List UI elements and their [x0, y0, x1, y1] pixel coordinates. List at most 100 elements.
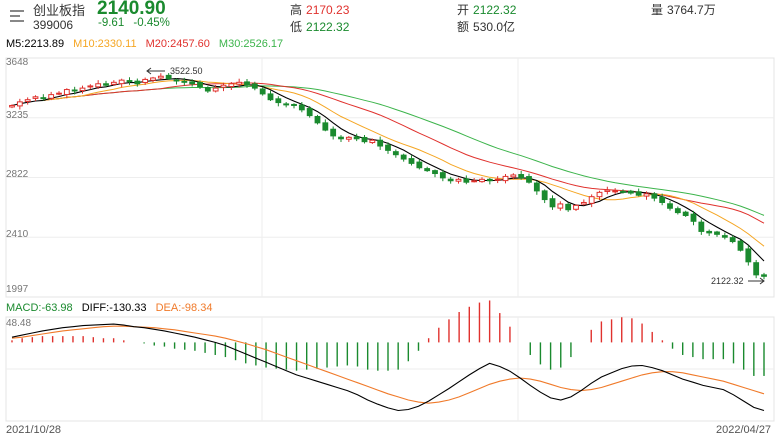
- candle: [173, 79, 180, 82]
- candle: [16, 101, 23, 107]
- candle: [479, 178, 485, 183]
- candle: [659, 196, 666, 203]
- candle: [338, 136, 344, 140]
- candle: [596, 191, 603, 198]
- candle: [620, 190, 626, 193]
- candle: [330, 128, 337, 137]
- macd-label: MACD:-63.98: [6, 302, 73, 314]
- menu-icon[interactable]: [9, 8, 25, 24]
- candle: [251, 83, 258, 89]
- candle: [455, 178, 462, 182]
- candle: [643, 193, 650, 197]
- candle: [197, 81, 203, 88]
- candle: [165, 74, 172, 80]
- stat-volume-label: 量: [651, 3, 664, 17]
- candle: [737, 240, 744, 251]
- candle: [573, 204, 579, 210]
- candle: [40, 97, 47, 100]
- candle: [745, 248, 752, 263]
- candle: [110, 81, 117, 85]
- stat-open-value: 2122.32: [473, 3, 517, 17]
- candle: [674, 208, 681, 214]
- candle: [557, 203, 564, 209]
- candle: [424, 168, 431, 172]
- ma20-label: M20:2457.60: [145, 38, 210, 50]
- low-annotation: 2122.32: [711, 276, 744, 286]
- candle: [549, 198, 556, 208]
- low-arrow-head: [759, 277, 765, 285]
- candle: [103, 83, 109, 86]
- stat-amount: 额 530.0亿: [457, 18, 515, 35]
- stat-volume: 量 3764.7万: [651, 1, 716, 18]
- candle: [24, 99, 31, 102]
- price-change: -9.61 -0.45%: [98, 17, 170, 29]
- candle: [682, 211, 689, 216]
- candle: [533, 182, 540, 192]
- candle: [259, 88, 266, 95]
- candle: [400, 154, 407, 160]
- candle: [526, 176, 532, 183]
- stat-volume-value: 3764.7万: [667, 3, 716, 17]
- candle: [690, 213, 697, 222]
- stat-high-label: 高: [290, 3, 303, 17]
- candle: [408, 158, 415, 164]
- candle: [471, 180, 478, 183]
- price-tick-3: 2410: [6, 229, 29, 240]
- candle: [291, 103, 297, 106]
- start-date: 2021/10/28: [6, 424, 62, 436]
- price-tick-0: 3648: [6, 57, 29, 68]
- ma30-label: M30:2526.17: [218, 38, 284, 50]
- ma-lines: [11, 78, 765, 262]
- candle: [56, 92, 62, 95]
- candle: [502, 175, 509, 182]
- diff-label: DIFF:-130.33: [81, 302, 147, 314]
- candle: [541, 190, 548, 201]
- stat-low-value: 2122.32: [306, 20, 350, 34]
- candles: [9, 73, 767, 280]
- candle: [721, 235, 728, 238]
- candle: [377, 139, 384, 147]
- candle: [32, 96, 39, 99]
- candle: [126, 80, 133, 83]
- high-annotation: 3522.50: [170, 66, 203, 76]
- candle: [518, 174, 525, 179]
- candle: [439, 172, 446, 179]
- candle: [463, 178, 470, 183]
- candle: [667, 203, 673, 209]
- high-arrow-head: [146, 67, 152, 75]
- current-price: 2140.90: [97, 0, 166, 19]
- candle: [283, 103, 290, 106]
- candle: [267, 93, 274, 101]
- dea-label: DEA:-98.34: [155, 302, 213, 314]
- stat-low-label: 低: [290, 20, 303, 34]
- candle: [714, 231, 720, 235]
- stat-low: 低 2122.32: [290, 18, 349, 35]
- candle: [236, 81, 243, 85]
- candle: [322, 122, 329, 131]
- quote-header: 创业板指 399006 2140.90 -9.61 -0.45% 高 2170.2…: [0, 0, 780, 36]
- candle: [588, 196, 595, 204]
- candle: [392, 151, 399, 156]
- candle: [385, 144, 391, 151]
- candle: [345, 136, 352, 140]
- candle: [48, 94, 55, 99]
- candle: [63, 89, 70, 95]
- candle: [87, 85, 94, 88]
- candle: [651, 193, 658, 199]
- candle: [134, 80, 141, 85]
- candle: [369, 139, 376, 144]
- candle: [71, 89, 78, 92]
- stat-amount-label: 额: [457, 20, 470, 34]
- candle: [565, 203, 572, 211]
- candle: [416, 161, 423, 169]
- candle: [447, 178, 454, 182]
- price-tick-2: 2822: [6, 169, 29, 180]
- candle: [486, 178, 493, 182]
- candle: [698, 221, 705, 232]
- change-percent: -0.45%: [133, 17, 170, 29]
- diff-line: [11, 323, 765, 412]
- candle: [627, 190, 634, 194]
- candle: [494, 178, 501, 181]
- ma-legend: M5:2213.89 M10:2330.11 M20:2457.60 M30:2…: [6, 38, 289, 50]
